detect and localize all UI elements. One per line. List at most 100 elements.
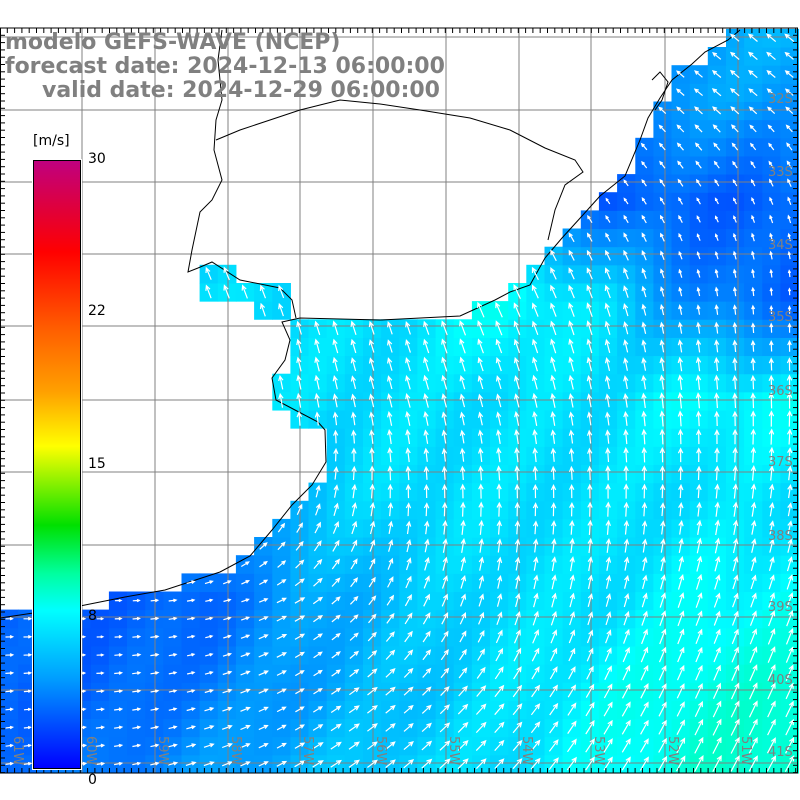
wind-arrow (259, 560, 268, 568)
wind-arrow (296, 374, 302, 390)
wind-arrow (348, 723, 360, 732)
longitude-label: 55W (446, 736, 461, 766)
wind-arrow (642, 574, 648, 590)
wind-arrow (405, 447, 411, 463)
wind-arrow (714, 178, 720, 187)
wind-arrow (440, 667, 450, 679)
wind-arrow (640, 664, 649, 681)
wind-arrow (604, 375, 611, 390)
wind-arrow (750, 392, 756, 409)
wind-arrow (23, 634, 33, 639)
wind-arrow (222, 688, 233, 694)
wind-arrow (532, 338, 539, 354)
wind-arrow (313, 633, 323, 641)
wind-arrow (678, 502, 684, 517)
wind-arrow (204, 580, 214, 585)
wind-arrow (751, 197, 756, 205)
wind-arrow (714, 321, 720, 334)
wind-arrow (659, 483, 666, 499)
wind-arrow (623, 393, 629, 408)
longitude-label: 52W (665, 736, 680, 766)
wind-arrow (494, 703, 505, 716)
wind-arrow (568, 393, 574, 408)
wind-arrow (96, 707, 105, 712)
wind-arrow (550, 465, 557, 480)
wind-arrow (784, 33, 795, 42)
wind-arrow (586, 356, 593, 372)
wind-arrow (96, 689, 105, 694)
wind-arrow (695, 646, 703, 663)
wind-arrow (312, 596, 324, 605)
wind-arrow (640, 719, 649, 735)
wind-arrow (422, 612, 431, 625)
wind-arrow (767, 124, 775, 133)
wind-arrow (787, 269, 792, 278)
wind-arrow (604, 320, 611, 335)
wind-arrow (458, 667, 468, 679)
wind-arrow (223, 284, 230, 299)
wind-arrow (603, 701, 613, 717)
wind-arrow (441, 393, 447, 408)
wind-arrow (587, 483, 593, 499)
wind-arrow (23, 725, 32, 730)
wind-arrow (351, 465, 357, 481)
wind-arrow (23, 689, 32, 693)
wind-arrow (605, 249, 611, 261)
wind-arrow (205, 616, 214, 621)
wind-arrow (114, 743, 124, 748)
wind-arrow (277, 522, 286, 533)
wind-arrow (605, 538, 612, 553)
wind-arrow (785, 664, 794, 681)
wind-arrow (441, 465, 448, 480)
wind-arrow (423, 447, 430, 462)
wind-arrow (769, 214, 774, 224)
wind-arrow (714, 392, 720, 409)
wind-arrow (549, 702, 559, 716)
wind-arrow (459, 320, 467, 336)
wind-arrow (457, 703, 469, 715)
wind-arrow (313, 615, 324, 623)
wind-arrow (711, 88, 722, 97)
wind-arrow (567, 738, 577, 753)
wind-arrow (477, 411, 484, 426)
wind-arrow (296, 392, 302, 408)
wind-arrow (495, 357, 502, 372)
wind-arrow (568, 629, 576, 644)
wind-arrow (477, 356, 484, 372)
wind-arrow (314, 392, 320, 408)
wind-arrow (23, 707, 32, 712)
wind-arrow (496, 574, 503, 589)
wind-arrow (367, 741, 378, 750)
wind-arrow (568, 647, 576, 662)
wind-arrow (458, 648, 467, 661)
wind-arrow (621, 701, 631, 717)
wind-arrow (695, 592, 703, 608)
wind-arrow (678, 214, 683, 223)
wind-arrow (786, 142, 793, 151)
wind-arrow (659, 392, 665, 409)
wind-arrow (222, 580, 232, 585)
wind-arrow (440, 630, 449, 643)
wind-arrow (186, 725, 197, 730)
wind-arrow (406, 520, 412, 535)
wind-arrow (696, 197, 701, 205)
wind-arrow (423, 429, 429, 444)
wind-arrow (351, 520, 358, 535)
wind-arrow (586, 629, 594, 644)
wind-arrow (641, 446, 647, 463)
wind-arrow (387, 375, 393, 390)
wind-arrow (313, 687, 323, 695)
wind-arrow (205, 284, 212, 299)
wind-arrow (785, 700, 794, 718)
latitude-label: 34S (768, 238, 793, 253)
wind-arrow (732, 447, 738, 463)
wind-arrow (623, 321, 629, 335)
wind-arrow (785, 682, 794, 700)
wind-arrow (332, 338, 339, 354)
wind-arrow (750, 357, 756, 371)
wind-arrow (769, 268, 774, 278)
wind-arrow (494, 739, 505, 752)
wind-arrow (405, 465, 411, 481)
wind-arrow (714, 483, 720, 499)
wind-arrow (696, 483, 702, 499)
